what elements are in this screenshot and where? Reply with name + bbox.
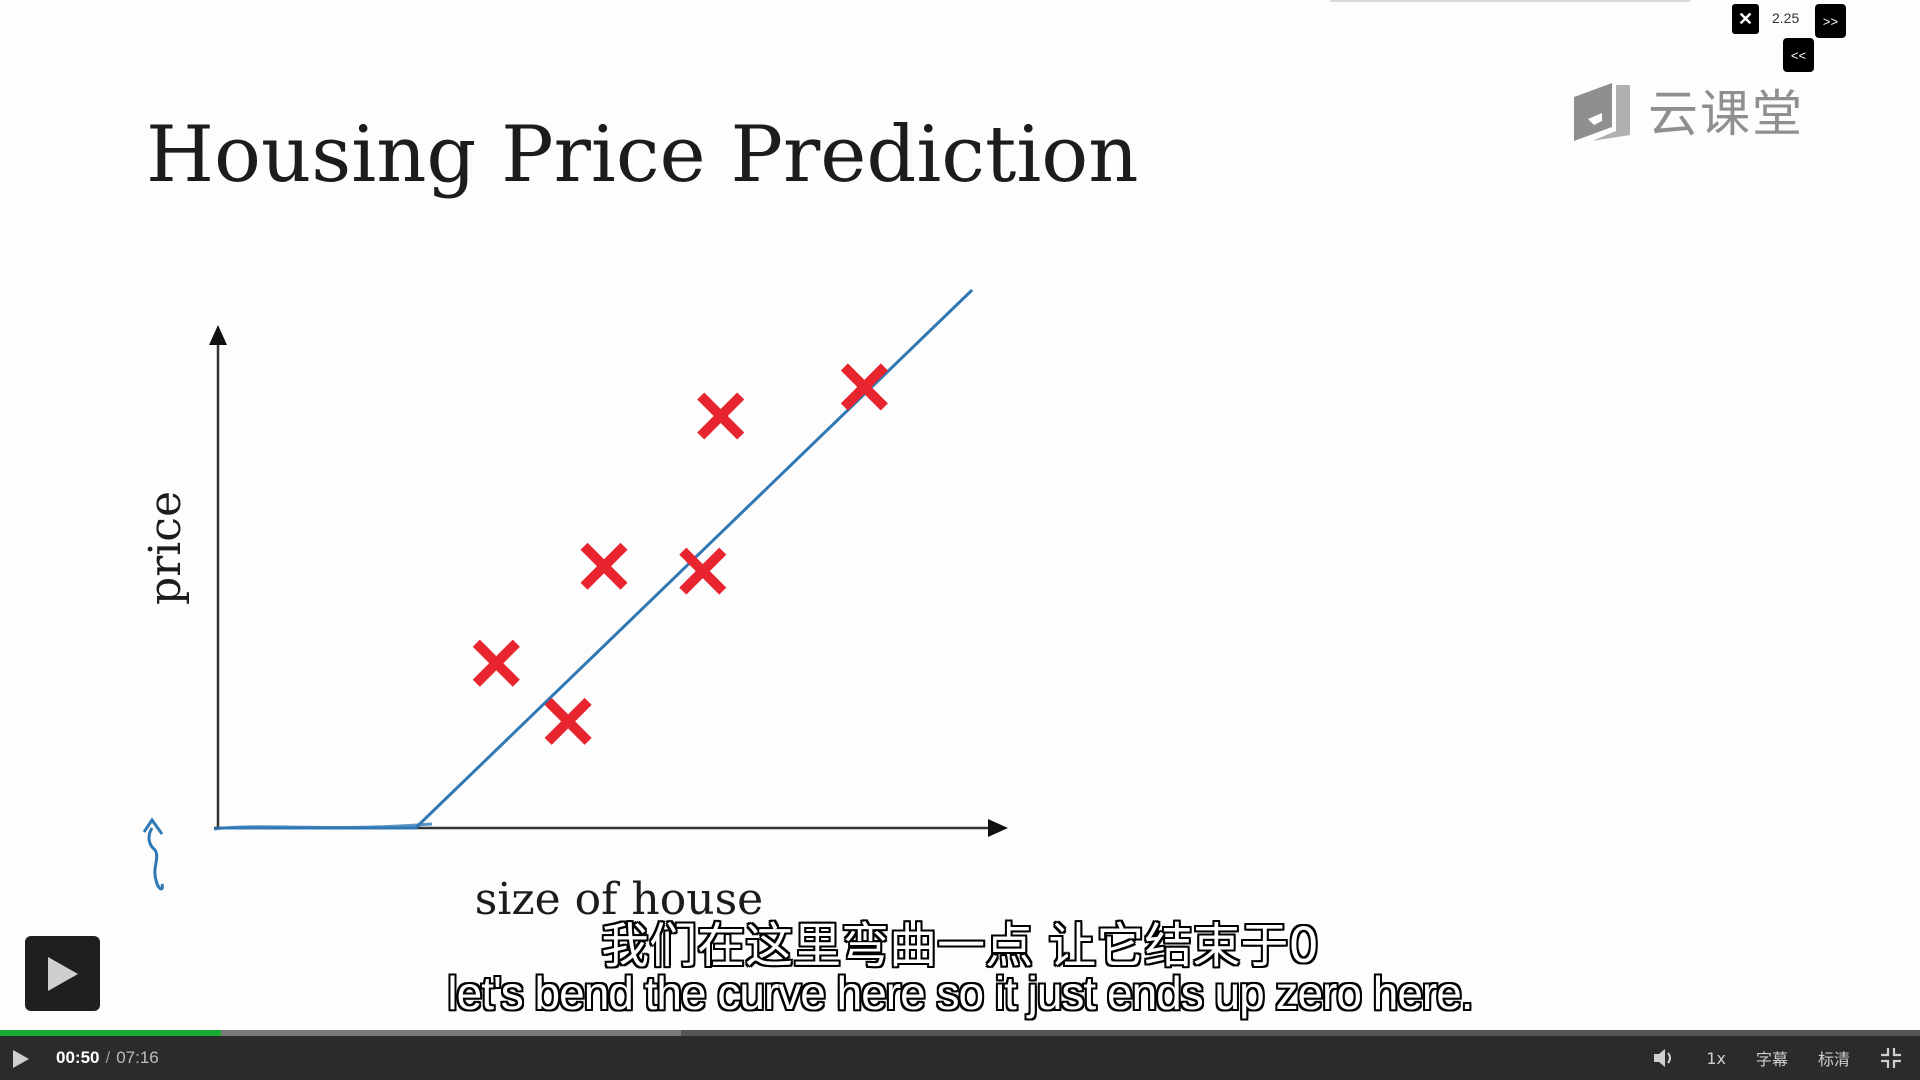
data-point-4 xyxy=(679,547,727,595)
progress-buffered xyxy=(0,1030,681,1036)
playback-speed-widget: ✕ 2.25 >> << xyxy=(1732,4,1848,74)
close-speed-widget-button[interactable]: ✕ xyxy=(1732,4,1759,34)
data-point-2 xyxy=(544,697,592,745)
control-bar: 00:50 / 07:16 1x 字幕 标清 xyxy=(0,1036,1920,1080)
slide-title: Housing Price Prediction xyxy=(146,110,1139,200)
big-play-button[interactable] xyxy=(25,936,100,1011)
progress-played xyxy=(0,1030,221,1036)
data-point-5 xyxy=(697,392,745,440)
x-axis-arrow xyxy=(988,819,1008,837)
y-axis-label: price xyxy=(140,491,191,605)
data-point-3 xyxy=(580,542,628,590)
book-icon xyxy=(1574,83,1630,141)
fit-curve xyxy=(218,288,974,830)
subtitle-chinese: 我们在这里弯曲一点 让它结束于0 xyxy=(601,918,1319,974)
y-axis-arrow xyxy=(209,325,227,345)
total-time: 07:16 xyxy=(116,1048,159,1067)
video-frame: Housing Price Prediction 云课堂 price size … xyxy=(140,0,1804,925)
data-point-6 xyxy=(840,363,888,411)
time-separator: / xyxy=(105,1048,111,1067)
fullscreen-exit-button[interactable] xyxy=(1880,1047,1902,1069)
divider xyxy=(1330,0,1690,2)
volume-icon xyxy=(1654,1049,1672,1067)
captions-button[interactable]: 字幕 xyxy=(1755,1050,1788,1069)
volume-button[interactable] xyxy=(1652,1047,1676,1069)
hand-drawn-arrow-annotation xyxy=(142,817,164,891)
speed-up-button[interactable]: >> xyxy=(1815,4,1846,38)
x-axis-label: size of house xyxy=(475,874,763,925)
subtitle-english: let's bend the curve here so it just end… xyxy=(447,967,1473,1019)
speed-value: 2.25 xyxy=(1772,10,1800,26)
brand-name: 云课堂 xyxy=(1648,85,1804,143)
progress-bar[interactable] xyxy=(0,1030,1920,1036)
housing-price-chart: price size of house xyxy=(140,288,1008,925)
current-time: 00:50 xyxy=(56,1048,100,1067)
time-display: 00:50 / 07:16 xyxy=(56,1048,159,1068)
data-point-1 xyxy=(472,639,520,687)
brand-logo: 云课堂 xyxy=(1568,74,1804,146)
speed-down-button[interactable]: << xyxy=(1783,38,1814,72)
play-icon xyxy=(47,956,78,991)
quality-button[interactable]: 标清 xyxy=(1817,1050,1850,1069)
play-icon[interactable] xyxy=(10,1048,32,1070)
speed-button[interactable]: 1x xyxy=(1706,1048,1726,1068)
fullscreen-exit-icon xyxy=(1881,1048,1901,1068)
